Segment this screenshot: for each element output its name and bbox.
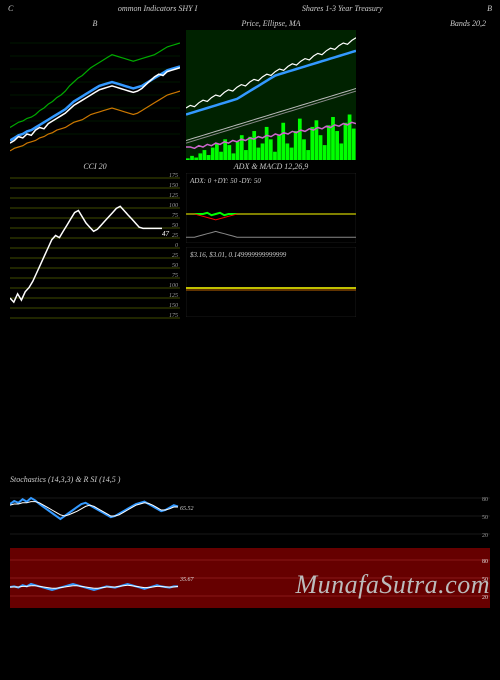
svg-text:35.67: 35.67 <box>179 577 195 583</box>
svg-text:75: 75 <box>172 273 178 279</box>
panel-bb1: B <box>10 19 180 160</box>
svg-text:175: 175 <box>169 173 178 179</box>
svg-text:80: 80 <box>482 497 488 503</box>
svg-text:75: 75 <box>172 213 178 219</box>
panel-stoch: Stochastics (14,3,3) & R SI (14,5 ) 80 50… <box>10 475 490 546</box>
chart-stoch: 80 50 20 65.52 <box>10 486 490 546</box>
panel-cci-title: CCI 20 <box>10 162 180 171</box>
svg-text:50: 50 <box>482 515 488 521</box>
svg-text:50: 50 <box>172 263 178 269</box>
svg-text:150: 150 <box>169 183 178 189</box>
spacer <box>0 323 500 473</box>
hdr-right: B <box>487 4 492 13</box>
panel-rsi: 80 50 20 35.67 <box>10 548 490 608</box>
svg-text:100: 100 <box>169 283 178 289</box>
chart-macd: $3.16, $3.01, 0.149999999999999 <box>186 247 356 317</box>
row-mid: CCI 20 175 150 125 100 75 50 25 0 25 50 75 100 125 15… <box>0 162 500 323</box>
svg-text:125: 125 <box>169 193 178 199</box>
page-header: C ommon Indicators SHY I Shares 1-3 Year… <box>0 0 500 17</box>
svg-text:ADX: 0 +DY: 50 -DY: 50: ADX: 0 +DY: 50 -DY: 50 <box>189 177 261 185</box>
panel-price-title: Price, Ellipse, MA <box>186 19 356 28</box>
svg-text:100: 100 <box>169 203 178 209</box>
chart-price <box>186 30 356 160</box>
svg-text:175: 175 <box>169 313 178 319</box>
hdr-left: C <box>8 4 13 13</box>
chart-cci: 175 150 125 100 75 50 25 0 25 50 75 100 125 150 175 47 <box>10 173 180 323</box>
chart-rsi: 80 50 20 35.67 <box>10 548 490 608</box>
svg-text:20: 20 <box>482 533 488 539</box>
chart-bb1 <box>10 30 180 160</box>
panel-adx-title: ADX & MACD 12,26,9 <box>186 162 356 171</box>
panel-stoch-title: Stochastics (14,3,3) & R SI (14,5 ) <box>10 475 490 484</box>
hdr-mid1: ommon Indicators SHY I <box>118 4 197 13</box>
svg-text:125: 125 <box>169 293 178 299</box>
panel-bands: Bands 20,2 <box>362 19 490 160</box>
panel-adx-macd: ADX & MACD 12,26,9 ADX: 0 +DY: 50 -DY: 5… <box>186 162 356 323</box>
svg-text:150: 150 <box>169 303 178 309</box>
svg-text:65.52: 65.52 <box>180 506 194 512</box>
svg-text:25: 25 <box>172 233 178 239</box>
svg-text:80: 80 <box>482 559 488 565</box>
svg-text:0: 0 <box>175 243 178 249</box>
chart-adx: ADX: 0 +DY: 50 -DY: 50 <box>186 173 356 243</box>
row-top: B Price, Ellipse, MA Bands 20,2 <box>0 19 500 160</box>
panel-bb1-title: B <box>10 19 180 28</box>
panel-bands-title: Bands 20,2 <box>362 19 490 28</box>
svg-text:47: 47 <box>162 230 170 238</box>
svg-text:20: 20 <box>482 595 488 601</box>
panel-price: Price, Ellipse, MA <box>186 19 356 160</box>
hdr-mid2: Shares 1-3 Year Treasury <box>302 4 383 13</box>
svg-text:50: 50 <box>482 577 488 583</box>
svg-text:25: 25 <box>172 253 178 259</box>
panel-cci: CCI 20 175 150 125 100 75 50 25 0 25 50 75 100 125 15… <box>10 162 180 323</box>
svg-text:50: 50 <box>172 223 178 229</box>
svg-text:$3.16, $3.01, 0.149999999999: $3.16, $3.01, 0.149999999999999 <box>190 251 287 259</box>
row-bottom: Stochastics (14,3,3) & R SI (14,5 ) 80 50… <box>0 475 500 608</box>
